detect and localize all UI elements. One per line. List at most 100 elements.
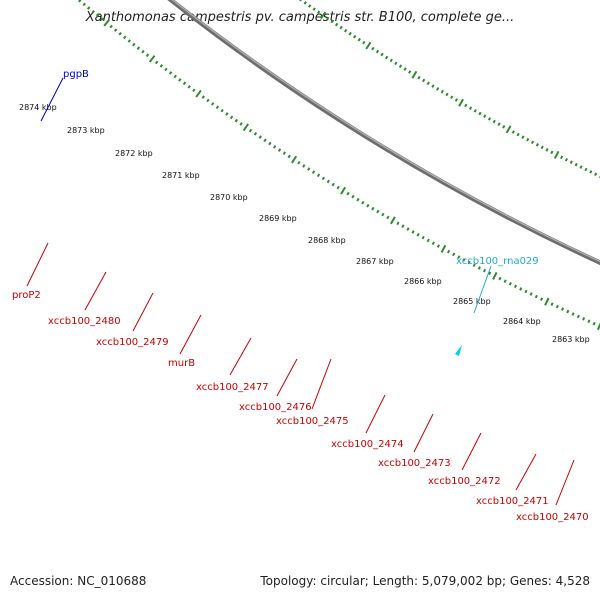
scale-tick — [390, 216, 396, 225]
scale-tick — [569, 160, 573, 165]
scale-tick — [582, 317, 586, 321]
scale-tick — [385, 55, 389, 60]
scale-tick — [178, 78, 182, 82]
gene-features[interactable] — [0, 0, 600, 356]
scale-tick — [225, 112, 229, 116]
scale-tick — [534, 294, 538, 299]
scale-tick — [132, 42, 136, 47]
leader-line — [26, 242, 49, 287]
leader-line — [365, 394, 386, 434]
scale-tick — [477, 266, 481, 270]
scale-tick — [398, 64, 403, 68]
scale-tick — [182, 81, 187, 86]
scale-tick — [587, 319, 591, 324]
scale-tick — [446, 249, 451, 254]
scale-tick — [376, 209, 380, 214]
scale-tick — [576, 314, 580, 319]
scale-tick — [394, 61, 398, 66]
scale-tick — [291, 155, 298, 164]
scale-tick — [389, 58, 393, 63]
scale-tick — [282, 151, 287, 156]
scale-tick — [320, 11, 327, 20]
genome-summary-text: Topology: circular; Length: 5,079,002 bp… — [260, 574, 590, 588]
scale-label: 2868 kbp — [308, 236, 346, 245]
scale-tick — [482, 268, 487, 273]
scale-tick — [498, 276, 502, 281]
scale-tick — [155, 60, 159, 65]
scale-tick — [330, 19, 334, 24]
gene-label: murB — [168, 358, 195, 369]
scale-tick — [356, 197, 360, 202]
scale-tick — [408, 70, 412, 74]
rna-label: xccb100_rna029 — [456, 256, 539, 267]
scale-tick — [331, 182, 335, 187]
scale-label: 2864 kbp — [503, 317, 541, 326]
scale-tick — [472, 263, 476, 268]
scale-tick — [535, 143, 539, 147]
scale-tick — [436, 244, 441, 248]
scale-tick — [416, 232, 420, 237]
accession-text: Accession: NC_010688 — [10, 574, 147, 588]
gene-label: xccb100_2479 — [96, 337, 169, 348]
scale-tick — [529, 292, 533, 296]
scale-tick — [380, 52, 384, 57]
scale-tick — [396, 221, 400, 226]
scale-tick — [592, 321, 596, 326]
leader-line — [179, 314, 202, 355]
scale-label: 2865 kbp — [453, 297, 491, 306]
genome-backbone — [167, 0, 600, 266]
scale-tick — [513, 284, 518, 289]
leader-line — [132, 292, 154, 332]
scale-tick — [579, 165, 583, 169]
scale-tick — [253, 132, 258, 136]
leader-line — [311, 358, 332, 410]
scale-tick — [343, 28, 348, 33]
scale-tick — [109, 24, 113, 29]
scale-tick — [488, 271, 492, 276]
map-title: Xanthomonas campestris pv. campestris st… — [85, 10, 515, 25]
scale-tick — [589, 170, 593, 174]
inner-scale-ticks — [299, 0, 600, 178]
scale-tick — [462, 258, 466, 262]
scale-tick — [521, 135, 525, 139]
gene-label: xccb100_2471 — [476, 496, 549, 507]
scale-tick — [311, 170, 316, 174]
scale-tick — [242, 123, 249, 132]
scale-tick — [492, 271, 498, 280]
scale-tick — [426, 238, 430, 243]
scale-tick — [316, 173, 321, 178]
scale-tick — [526, 137, 530, 142]
scale-tick — [361, 200, 365, 205]
scale-tick — [258, 135, 262, 139]
scale-tick — [348, 31, 352, 36]
scale-tick — [450, 95, 454, 100]
scale-tick — [371, 46, 375, 51]
scale-tick — [334, 22, 339, 27]
scale-tick — [584, 167, 588, 172]
scale-tick — [239, 122, 243, 126]
scale-tick — [417, 75, 421, 80]
scale-tick — [164, 67, 168, 72]
scale-tick — [502, 125, 506, 129]
scale-label: 2866 kbp — [404, 277, 442, 286]
scale-tick — [263, 138, 267, 143]
scale-tick — [86, 6, 91, 10]
scale-tick — [229, 115, 234, 120]
scale-tick — [303, 1, 307, 5]
scale-tick — [371, 206, 375, 211]
scale-tick — [468, 106, 473, 110]
scale-tick — [268, 141, 272, 146]
scale-tick — [596, 322, 600, 331]
scale-tick — [508, 281, 512, 286]
scale-tick — [560, 155, 564, 160]
scale-tick — [483, 114, 487, 119]
scale-tick — [421, 235, 425, 240]
scale-tick — [464, 103, 468, 108]
leader-line — [555, 459, 575, 506]
scale-tick — [505, 125, 512, 134]
scale-tick — [445, 92, 449, 97]
scale-tick — [540, 297, 544, 301]
scale-tick — [91, 9, 95, 14]
gene-label: xccb100_2480 — [48, 316, 121, 327]
